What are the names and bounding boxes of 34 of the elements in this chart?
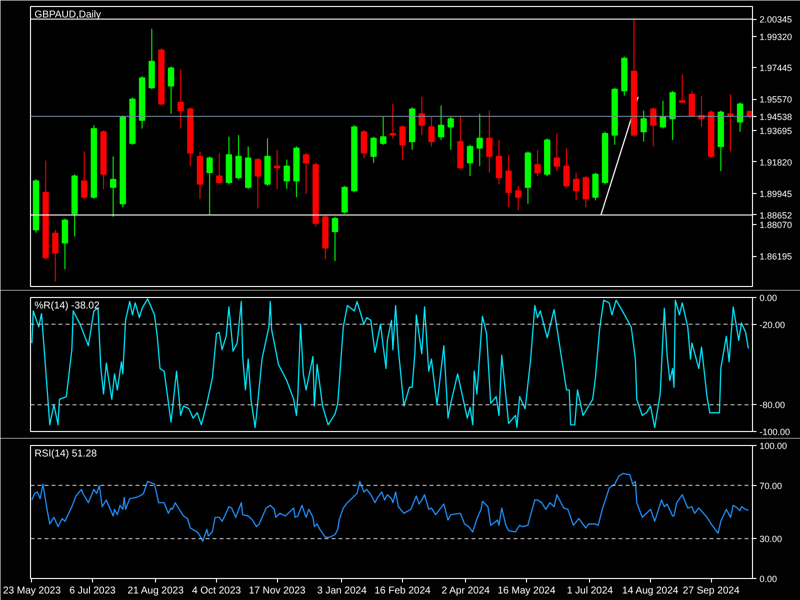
- y-tick-label: 100.00: [760, 441, 788, 451]
- y-tick-label: 0.00: [760, 293, 778, 303]
- y-tick-label: 1.86195: [760, 252, 792, 262]
- x-tick-label: 1 Jul 2024: [566, 586, 614, 596]
- y-tick-label: 1.89945: [760, 188, 792, 199]
- y-tick-label: 1.88070: [760, 220, 792, 230]
- y-tick-label: -80.00: [760, 400, 786, 410]
- y-tick-label: 70.00: [760, 480, 782, 491]
- y-tick-label: 1.91820: [760, 157, 792, 168]
- y-tick-label: 1.99320: [760, 32, 792, 42]
- ref-line-label: 1.88652: [760, 210, 792, 220]
- ref-line-label: 1.94538: [760, 112, 792, 122]
- chart-title: GBPAUD,Daily: [34, 10, 101, 20]
- x-tick-label: 16 Feb 2024: [374, 586, 432, 596]
- x-tick-label: 27 Sep 2024: [682, 586, 740, 596]
- x-tick-label: 21 Aug 2023: [128, 586, 184, 596]
- x-tick-label: 6 Jul 2023: [69, 586, 116, 596]
- x-tick-label: 16 May 2024: [498, 586, 556, 596]
- y-tick-label: -100.00: [760, 427, 790, 437]
- y-tick-label: 0.00: [760, 574, 778, 584]
- ref-line-label: 2.00345: [760, 14, 792, 25]
- x-tick-label: 14 Aug 2024: [622, 586, 679, 596]
- chart-title: %R(14) -38.02: [34, 300, 100, 312]
- x-tick-label: 2 Apr 2024: [441, 586, 490, 596]
- chart-title: RSI(14) 51.28: [34, 448, 98, 460]
- x-tick-label: 3 Jan 2024: [317, 586, 368, 596]
- x-tick-label: 4 Oct 2023: [192, 586, 242, 596]
- x-tick-label: 17 Nov 2023: [248, 586, 306, 596]
- y-tick-label: 1.97445: [760, 63, 792, 74]
- y-tick-label: -20.00: [760, 320, 786, 330]
- x-tick-label: 23 May 2023: [2, 586, 62, 596]
- y-tick-label: 30.00: [760, 534, 782, 544]
- y-tick-label: 1.95570: [760, 94, 792, 105]
- y-tick-label: 1.93695: [760, 126, 792, 136]
